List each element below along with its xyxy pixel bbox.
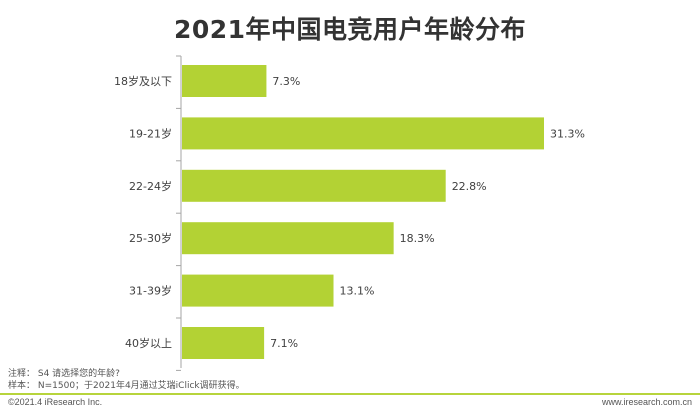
- value-label: 18.3%: [400, 232, 435, 245]
- category-label: 25-30岁: [129, 231, 172, 245]
- bar: [182, 222, 394, 255]
- bar: [182, 327, 265, 359]
- value-label: 13.1%: [340, 285, 375, 298]
- bar: [182, 117, 544, 150]
- bar: [182, 65, 267, 97]
- category-label: 31-39岁: [129, 284, 172, 298]
- bar: [182, 274, 334, 307]
- category-label: 18岁及以下: [114, 74, 172, 88]
- chart-notes: 注释： S4 请选择您的年龄? 样本： N=1500；于2021年4月通过艾瑞i…: [8, 368, 245, 392]
- bar-group: 18岁及以下 7.3% 19-21岁 31.3% 22-24岁 22.8% 25-30岁 18…: [114, 55, 585, 371]
- note-question: 注释： S4 请选择您的年龄?: [8, 369, 120, 379]
- value-label: 31.3%: [550, 127, 585, 140]
- footer-divider: [0, 393, 700, 395]
- value-label: 7.3%: [272, 75, 300, 88]
- value-label: 22.8%: [452, 180, 487, 193]
- chart-title: 2021年中国电竞用户年龄分布: [173, 15, 527, 44]
- value-label: 7.1%: [270, 337, 298, 350]
- copyright-text: ©2021.4 iResearch Inc.: [8, 397, 103, 407]
- bar: [182, 169, 446, 202]
- category-label: 40岁以上: [125, 336, 172, 350]
- category-label: 19-21岁: [129, 126, 172, 140]
- website-url: www.iresearch.com.cn: [601, 397, 692, 407]
- category-label: 22-24岁: [129, 179, 172, 193]
- note-sample: 样本： N=1500；于2021年4月通过艾瑞iClick调研获得。: [8, 381, 245, 391]
